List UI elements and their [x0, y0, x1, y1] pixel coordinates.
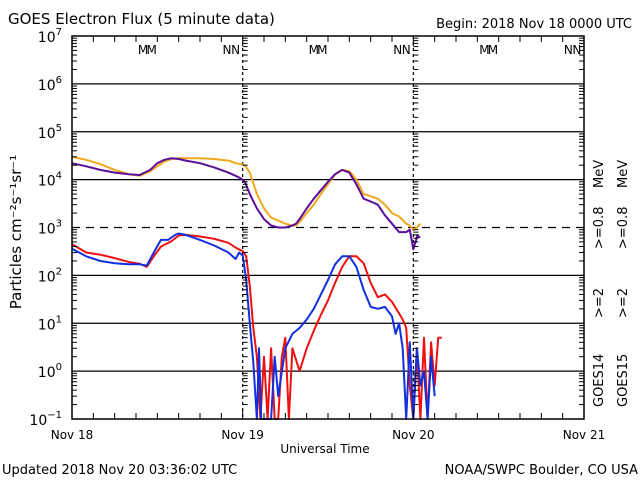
- y-tick-exponent: 4: [56, 171, 62, 182]
- legend-goes15-08mev: >=0.8: [616, 207, 631, 249]
- marker-m-goes14: M: [138, 43, 148, 57]
- marker-m-goes14: M: [479, 43, 489, 57]
- marker-n-goes14: N: [223, 43, 232, 57]
- legend-goes14-sat: GOES14: [592, 354, 607, 407]
- y-axis-label: Particles cm⁻²s⁻¹sr⁻¹: [7, 155, 25, 309]
- y-tick-base: 10: [38, 317, 56, 333]
- y-tick-label: 10−1: [29, 410, 62, 429]
- x-axis-label: Universal Time: [280, 442, 369, 456]
- y-tick-label: 105: [38, 123, 62, 142]
- y-tick-exponent: 2: [56, 266, 62, 277]
- y-tick-exponent: 7: [56, 27, 62, 38]
- x-tick-label: Nov 21: [563, 428, 606, 442]
- y-tick-label: 106: [38, 75, 62, 94]
- legend-unit-2: MeV: [616, 160, 631, 188]
- y-tick-base: 10: [38, 365, 56, 381]
- y-tick-base: 10: [38, 30, 56, 46]
- axes: [71, 35, 585, 420]
- gridlines: [72, 36, 584, 419]
- y-tick-exponent: 6: [56, 75, 62, 86]
- updated-timestamp: Updated 2018 Nov 20 03:36:02 UTC: [2, 463, 237, 478]
- y-tick-base: 10: [38, 174, 56, 190]
- series-lines: [71, 155, 442, 420]
- y-tick-label: 101: [38, 314, 62, 333]
- y-tick-base: 10: [38, 126, 56, 142]
- x-tick-label: Nov 20: [392, 428, 435, 442]
- x-tick-labels: Nov 18 Nov 19 Nov 20 Nov 21: [51, 428, 606, 442]
- y-tick-label: 102: [38, 266, 62, 285]
- marker-n-goes14: N: [564, 43, 573, 57]
- y-tick-base: 10: [38, 222, 56, 238]
- marker-n-goes15: N: [231, 43, 240, 57]
- marker-n-goes15: N: [402, 43, 411, 57]
- y-tick-base: 10: [38, 269, 56, 285]
- x-tick-label: Nov 18: [51, 428, 94, 442]
- begin-time-label: Begin: 2018 Nov 18 0000 UTC: [436, 17, 632, 32]
- y-tick-label: 104: [38, 171, 62, 190]
- legend-goes15-2mev: >=2: [616, 288, 631, 318]
- marker-n-goes15: N: [572, 43, 581, 57]
- y-tick-exponent: 0: [56, 362, 62, 373]
- y-tick-exponent: 5: [56, 123, 62, 134]
- y-tick-exponent: −1: [47, 410, 62, 421]
- chart-title: GOES Electron Flux (5 minute data): [8, 10, 275, 28]
- y-tick-label: 103: [38, 219, 62, 238]
- marker-m-goes15: M: [317, 43, 327, 57]
- legend-goes15-sat: GOES15: [616, 354, 631, 407]
- marker-n-goes14: N: [393, 43, 402, 57]
- legend: GOES14 GOES15 >=2 >=2 >=0.8 >=0.8 MeV Me…: [592, 160, 631, 407]
- credit-label: NOAA/SWPC Boulder, CO USA: [445, 463, 638, 478]
- y-tick-label: 107: [38, 27, 62, 46]
- legend-goes14-08mev: >=0.8: [592, 207, 607, 249]
- y-tick-base: 10: [38, 78, 56, 94]
- y-tick-exponent: 3: [56, 219, 62, 230]
- legend-goes14-2mev: >=2: [592, 288, 607, 318]
- series-goes15-0-8-mev: [71, 155, 422, 231]
- series-goes14-0-8-mev: [71, 157, 421, 251]
- marker-m-goes14: M: [309, 43, 319, 57]
- series-goes14-2-mev: [71, 232, 436, 420]
- x-tick-label: Nov 19: [221, 428, 264, 442]
- mn-markers: MM N N MM N N MM N N: [138, 43, 581, 57]
- y-tick-exponent: 1: [56, 314, 62, 325]
- y-tick-base: 10: [29, 413, 47, 429]
- y-tick-label: 100: [38, 362, 62, 381]
- series-goes15-2-mev: [71, 233, 442, 420]
- legend-unit-1: MeV: [592, 160, 607, 188]
- marker-m-goes15: M: [488, 43, 498, 57]
- marker-m-goes15: M: [146, 43, 156, 57]
